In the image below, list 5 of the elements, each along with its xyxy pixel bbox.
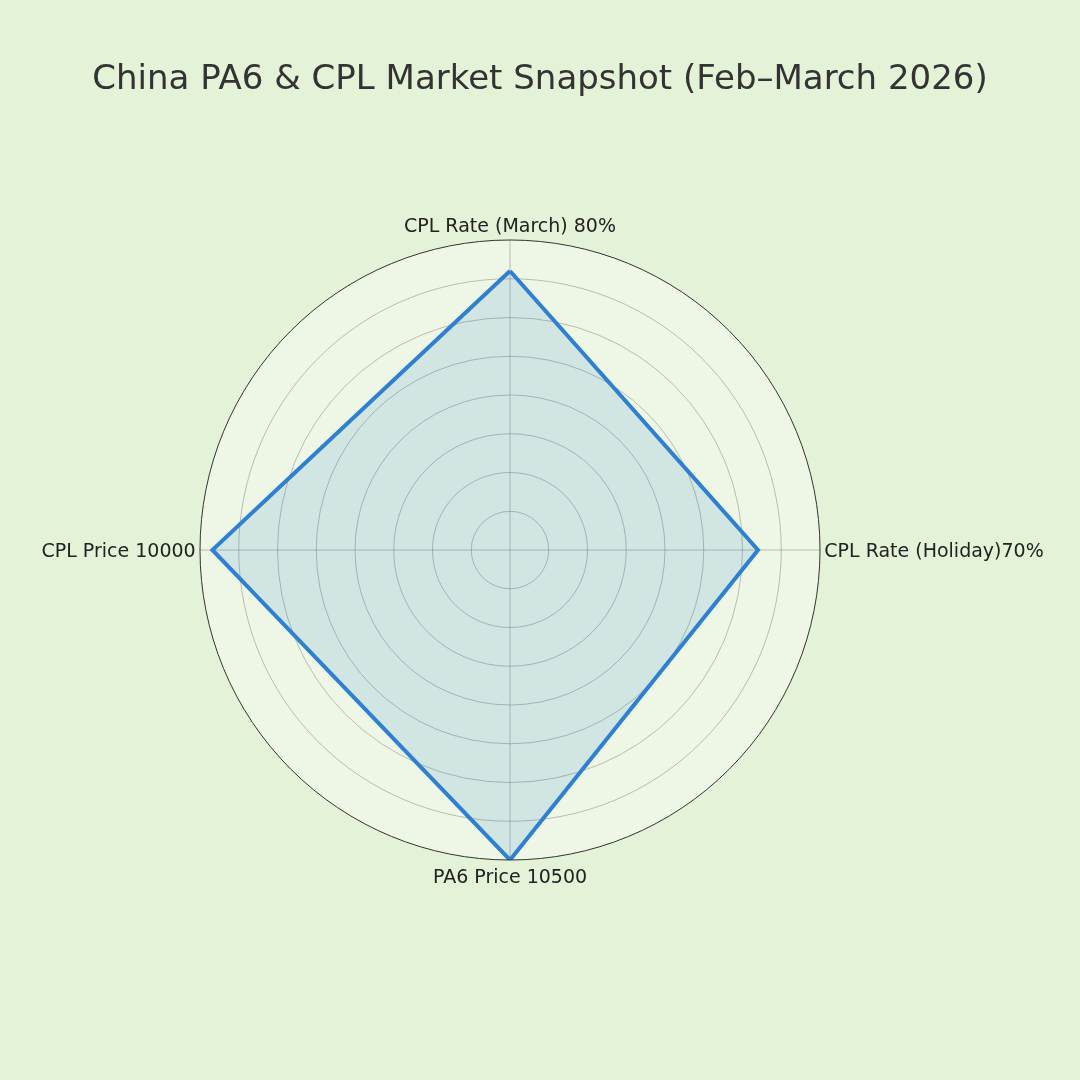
spoke-label: CPL Price 10000 — [41, 538, 196, 561]
chart-title: China PA6 & CPL Market Snapshot (Feb–March 2026) — [92, 56, 988, 97]
spoke-label: CPL Rate (March) 80% — [404, 213, 616, 236]
spoke-label: CPL Rate (Holiday)70% — [824, 538, 1044, 561]
spoke-label: PA6 Price 10500 — [432, 865, 588, 888]
